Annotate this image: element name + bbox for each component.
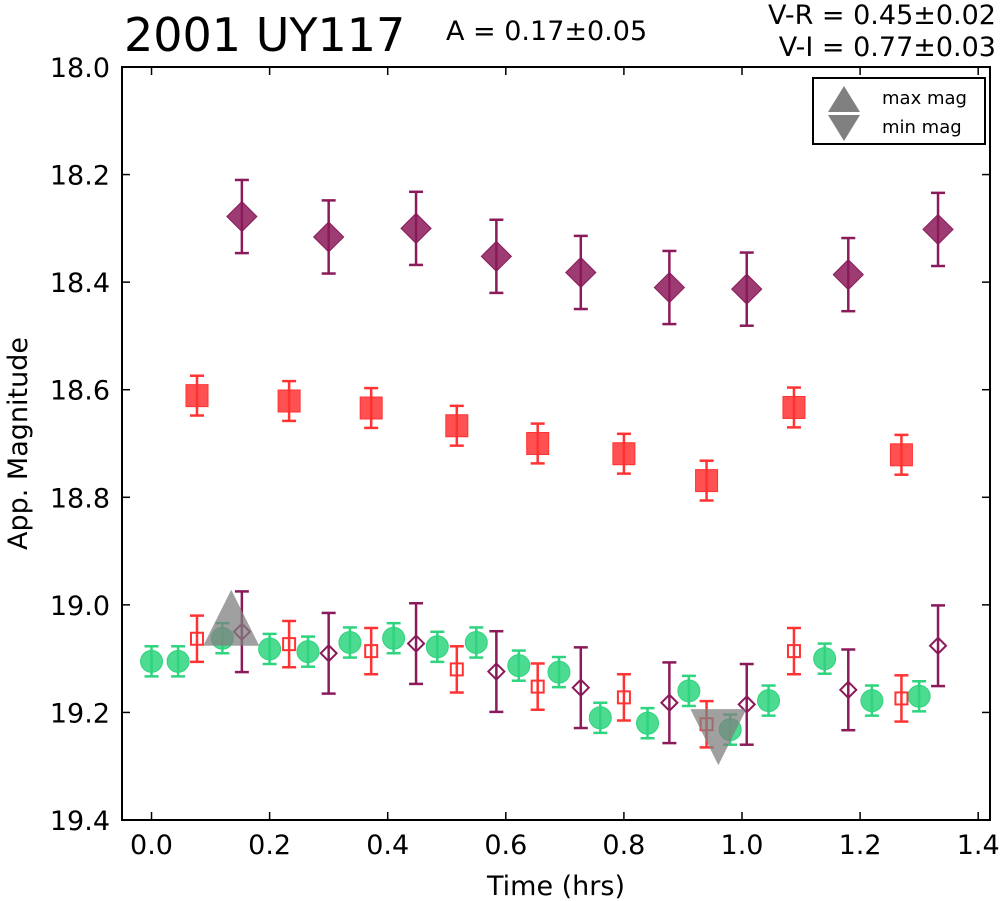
data-point: [731, 273, 763, 305]
data-point: [338, 631, 362, 655]
data-point: [894, 691, 909, 706]
plot-frame: [121, 66, 991, 821]
data-point: [832, 258, 864, 291]
legend-min-label: min mag: [882, 117, 962, 138]
data-point: [166, 649, 190, 673]
data-point: [737, 694, 757, 714]
y-tick-label: 18.6: [50, 376, 110, 407]
data-point: [140, 649, 164, 673]
data-point: [922, 213, 954, 246]
chart-title: 2001 UY117: [124, 8, 406, 62]
amplitude-text: A = 0.17±0.05: [446, 16, 648, 47]
min-mag-marker: [690, 709, 747, 766]
data-point: [282, 637, 297, 652]
data-point: [659, 693, 679, 713]
data-point: [636, 711, 660, 735]
data-point: [889, 443, 913, 467]
x-tick-label: 1.4: [957, 830, 1000, 861]
data-point: [782, 395, 806, 419]
data-point: [507, 654, 531, 678]
legend-max-label: max mag: [882, 88, 967, 109]
data-point: [296, 640, 320, 664]
y-tick-label: 19.2: [50, 698, 110, 729]
data-point: [382, 626, 406, 650]
data-point: [226, 200, 258, 233]
data-point: [928, 636, 948, 656]
data-point: [425, 635, 449, 659]
data-point: [258, 637, 282, 661]
data-point: [464, 631, 488, 655]
color-vr-text: V-R = 0.45±0.02: [767, 0, 996, 31]
x-tick-label: 0.8: [602, 830, 645, 861]
data-point: [277, 389, 301, 413]
x-tick-label: 1.0: [721, 830, 764, 861]
data-point: [359, 396, 383, 420]
x-tick-label: 0.6: [484, 830, 527, 861]
data-point: [571, 678, 591, 698]
axis-ticks: 0.0 0.2 0.4 0.6 0.8 1.0 1.2 1.4 18.0 18.2 18.4 18.6…: [50, 53, 1000, 861]
data-point: [486, 662, 506, 681]
triangle-up-icon: [828, 86, 860, 112]
data-point: [565, 256, 597, 289]
x-tick-label: 0.2: [248, 830, 291, 861]
data-point: [588, 706, 612, 730]
y-tick-label: 19.4: [50, 806, 110, 837]
y-tick-label: 18.8: [50, 483, 110, 514]
data-point: [312, 221, 345, 253]
x-tick-label: 0.0: [130, 830, 173, 861]
legend-item-max: max mag: [824, 84, 984, 114]
y-tick-label: 18.0: [50, 53, 110, 84]
max-mag-marker: [203, 589, 260, 646]
data-point: [480, 240, 513, 273]
data-point: [612, 442, 636, 466]
data-point: [757, 689, 781, 713]
data-point: [695, 469, 719, 493]
triangle-down-icon: [828, 115, 860, 141]
x-tick-label: 1.2: [839, 830, 882, 861]
data-point: [406, 634, 426, 653]
data-point: [189, 631, 204, 646]
data-point: [616, 690, 631, 705]
data-point: [400, 212, 432, 245]
data-point: [653, 271, 686, 304]
y-tick-label: 18.2: [50, 161, 110, 192]
data-point: [364, 644, 379, 659]
data-point: [786, 644, 801, 659]
data-point: [185, 384, 209, 408]
legend-item-min: min mag: [824, 113, 984, 143]
y-tick-label: 18.4: [50, 268, 110, 299]
y-tick-label: 19.0: [50, 591, 110, 622]
chart-marks: [140, 178, 954, 766]
y-axis-label: App. Magnitude: [3, 337, 34, 550]
x-axis-label: Time (hrs): [486, 871, 625, 901]
data-point: [449, 662, 464, 677]
data-point: [907, 684, 931, 708]
data-point: [860, 689, 884, 713]
color-vi-text: V-I = 0.77±0.03: [778, 32, 996, 63]
data-point: [677, 679, 701, 703]
data-point: [319, 643, 339, 663]
data-point: [813, 647, 837, 671]
data-point: [526, 432, 550, 455]
data-point: [547, 660, 571, 684]
legend: max mag min mag: [812, 77, 986, 145]
data-point: [838, 680, 858, 700]
data-point: [530, 679, 545, 694]
data-point: [445, 414, 469, 438]
x-tick-label: 0.4: [366, 830, 409, 861]
